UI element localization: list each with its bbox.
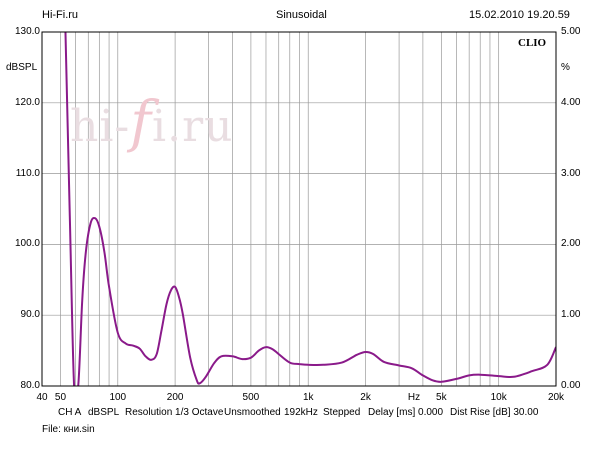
frequency-response-curve (64, 32, 556, 386)
file-name: File: кни.sin (42, 424, 95, 435)
y-tick-label-left: 120.0 (14, 96, 40, 108)
sample-rate-label: 192kHz (284, 407, 318, 418)
x-tick-label: 5k (436, 392, 447, 403)
delay-label: Delay [ms] 0.000 (368, 407, 444, 418)
clio-brand: CLIO (518, 37, 547, 49)
x-tick-label: 200 (166, 392, 184, 403)
stepping-label: Stepped (323, 407, 361, 418)
measurement-datetime: 15.02.2010 19.20.59 (469, 9, 570, 21)
x-tick-label: 20k (547, 392, 565, 403)
y-tick-label-left: 80.0 (20, 380, 40, 391)
y-tick-label-right: 3.00 (561, 167, 581, 179)
y-tick-label-left: 90.0 (20, 309, 40, 321)
plot-frame (41, 31, 557, 387)
measurement-mode: Sinusoidal (276, 9, 327, 21)
x-tick-label: 50 (54, 392, 67, 403)
site-title: Hi-Fi.ru (42, 9, 79, 21)
dist-rise-label: Dist Rise [dB] 30.00 (450, 407, 539, 418)
y-tick-label-right: 4.00 (561, 96, 581, 108)
resolution-label: Resolution 1/3 Octave (125, 407, 224, 418)
y-tick-label-right: 2.00 (561, 238, 581, 250)
x-tick-label: 2k (360, 392, 371, 403)
grid (42, 32, 556, 386)
x-tick-label: 100 (109, 392, 127, 403)
x-tick-label: 500 (242, 392, 260, 403)
y-tick-label-left: 100.0 (14, 238, 40, 250)
y-tick-label-left: 110.0 (15, 167, 40, 179)
watermark-logo: hi-fi.ru (70, 90, 234, 155)
y-tick-label-left: 130.0 (14, 26, 40, 37)
x-tick-label: 40 (36, 392, 48, 403)
y-axis-unit-right: % (561, 62, 570, 73)
x-tick-label: 10k (490, 392, 507, 403)
y-tick-label-right: 0.00 (561, 380, 581, 391)
y-axis-unit-left: dBSPL (6, 62, 38, 73)
x-tick-label: 1k (302, 392, 314, 403)
curve-layer (64, 32, 556, 386)
unit-label: dBSPL (88, 407, 120, 418)
y-tick-label-right: 1.00 (561, 309, 581, 321)
y-tick-label-right: 5.00 (561, 26, 581, 37)
x-axis-unit: Hz (407, 392, 421, 403)
channel-label: CH A (58, 407, 82, 418)
smoothing-label: Unsmoothed (224, 407, 281, 418)
